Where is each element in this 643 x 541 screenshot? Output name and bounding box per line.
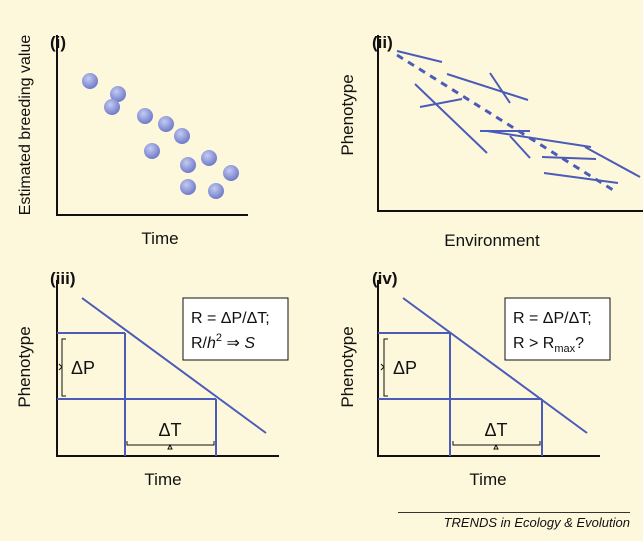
panel-iv-label: (iv) bbox=[372, 269, 398, 288]
data-point bbox=[144, 143, 160, 159]
delta-t-brace bbox=[126, 441, 215, 450]
panel-i-xlabel: Time bbox=[141, 229, 178, 248]
data-point bbox=[223, 165, 239, 181]
reaction-norm-line bbox=[419, 98, 463, 108]
panel-iv-ylabel: Phenotype bbox=[338, 326, 357, 407]
panel-iii-xlabel: Time bbox=[144, 470, 181, 489]
data-point bbox=[201, 150, 217, 166]
reaction-norm-line bbox=[396, 50, 443, 63]
reaction-norm-line bbox=[446, 73, 529, 101]
data-point bbox=[174, 128, 190, 144]
panel-ii-reaction-norms bbox=[396, 50, 641, 184]
panel-ii-axes bbox=[377, 35, 643, 212]
reaction-norm-line bbox=[541, 156, 597, 160]
panel-i-ylabel: Estimated breeding value bbox=[17, 35, 34, 216]
delta-p-label: ΔP bbox=[71, 358, 95, 378]
panel-ii: (ii) Phenotype Environment bbox=[338, 33, 643, 250]
reaction-norm-line bbox=[486, 130, 592, 148]
data-point bbox=[208, 183, 224, 199]
panel-iii-axes bbox=[56, 280, 279, 457]
delta-t-label: ΔT bbox=[484, 420, 507, 440]
journal-footer: TRENDS in Ecology & Evolution bbox=[398, 512, 630, 530]
equation-line-2: R/h2 ⇒ S bbox=[191, 332, 255, 352]
panel-iv-axes bbox=[377, 280, 600, 457]
equation-line-1: R = ΔP/ΔT; bbox=[191, 310, 270, 327]
trend-line bbox=[81, 297, 267, 434]
reaction-norm-line bbox=[543, 172, 619, 184]
data-point bbox=[180, 179, 196, 195]
equation-line-1: R = ΔP/ΔT; bbox=[513, 310, 592, 327]
panel-iii-label: (iii) bbox=[50, 269, 76, 288]
data-point bbox=[137, 108, 153, 124]
data-point bbox=[158, 116, 174, 132]
reaction-norm-line bbox=[584, 146, 641, 178]
delta-p-label: ΔP bbox=[393, 358, 417, 378]
delta-t-label: ΔT bbox=[158, 420, 181, 440]
panel-i-axes bbox=[56, 35, 248, 216]
equation-line-2: R > Rmax? bbox=[513, 335, 584, 355]
reaction-norm-line bbox=[509, 135, 531, 159]
equation-box bbox=[504, 297, 611, 361]
mean-reaction-norm bbox=[396, 53, 614, 192]
data-point bbox=[104, 99, 120, 115]
reaction-norm-line bbox=[414, 83, 488, 154]
data-point bbox=[110, 86, 126, 102]
panel-iii-ylabel: Phenotype bbox=[15, 326, 34, 407]
equation-box bbox=[182, 297, 289, 361]
trend-line bbox=[402, 297, 588, 434]
reaction-norm-line bbox=[489, 72, 511, 104]
panel-ii-xlabel: Environment bbox=[444, 231, 540, 250]
delta-guides bbox=[378, 332, 543, 456]
panel-i: (i) Estimated breeding value Time bbox=[17, 33, 248, 248]
panel-ii-label: (ii) bbox=[372, 33, 393, 52]
panel-i-points bbox=[82, 73, 239, 199]
data-point bbox=[180, 157, 196, 173]
delta-p-brace bbox=[58, 338, 66, 397]
delta-t-brace bbox=[452, 441, 541, 450]
panel-iv: (iv) Phenotype Time ΔP ΔT R = ΔP/ΔT; R >… bbox=[338, 269, 611, 489]
panel-iii: (iii) Phenotype Time ΔP ΔT R = ΔP/ΔT; R/… bbox=[15, 269, 289, 489]
panel-i-label: (i) bbox=[50, 33, 66, 52]
delta-guides bbox=[57, 332, 217, 456]
panel-ii-ylabel: Phenotype bbox=[338, 74, 357, 155]
panel-iv-xlabel: Time bbox=[469, 470, 506, 489]
data-point bbox=[82, 73, 98, 89]
delta-p-brace bbox=[380, 338, 388, 397]
